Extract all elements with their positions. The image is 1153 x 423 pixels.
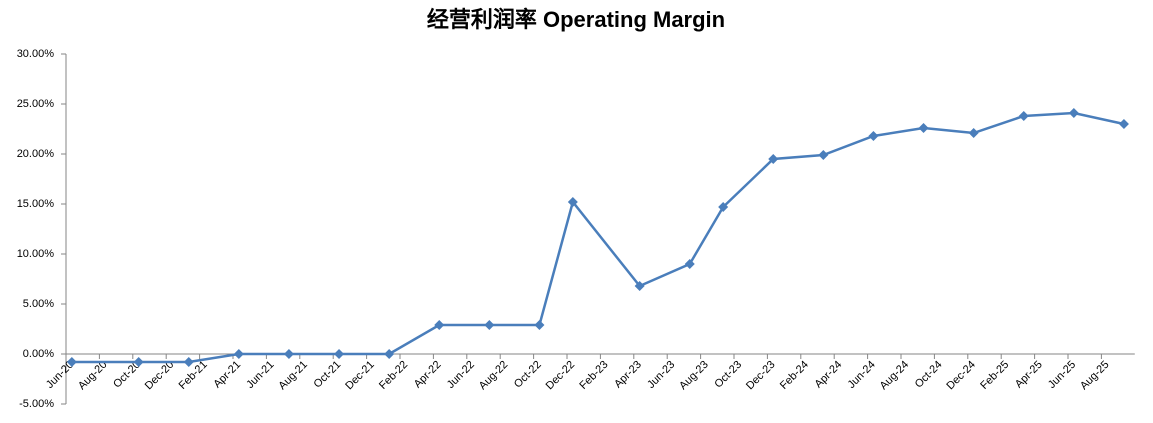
chart-title: 经营利润率 Operating Margin [427, 7, 725, 32]
x-tick-label: Aug-20 [76, 359, 110, 393]
y-tick-label: 30.00% [17, 48, 55, 60]
marker [918, 123, 929, 133]
x-tick-label: Jun-21 [244, 359, 276, 391]
x-tick-label: Dec-24 [944, 359, 978, 393]
marker [718, 202, 729, 212]
x-tick-label: Apr-21 [211, 359, 243, 391]
marker [334, 349, 345, 359]
x-tick-label: Feb-24 [778, 359, 811, 392]
y-tick-label: 10.00% [17, 248, 55, 260]
marker [233, 349, 244, 359]
x-tick-label: Aug-21 [276, 359, 310, 393]
marker [384, 349, 395, 359]
x-tick-label: Feb-23 [577, 359, 610, 392]
marker [534, 320, 545, 330]
y-tick-label: 5.00% [23, 298, 54, 310]
marker [1118, 119, 1129, 129]
x-tick-label: Oct-22 [512, 359, 544, 391]
x-tick-label: Jun-23 [645, 359, 677, 391]
marker [684, 259, 695, 269]
y-tick-label: 25.00% [17, 98, 55, 110]
x-tick-label: Apr-22 [412, 359, 444, 391]
x-tick-label: Oct-24 [913, 359, 945, 391]
x-tick-label: Jun-22 [445, 359, 477, 391]
y-tick-label: -5.00% [19, 398, 54, 410]
marker [183, 357, 194, 367]
x-tick-label: Jun-24 [846, 359, 878, 391]
x-tick-label: Aug-23 [677, 359, 711, 393]
marker [484, 320, 495, 330]
x-tick-label: Apr-24 [813, 359, 845, 391]
marker [283, 349, 294, 359]
marker [1068, 108, 1079, 118]
marker [768, 154, 779, 164]
x-tick-label: Oct-23 [712, 359, 744, 391]
x-tick-label: Aug-22 [477, 359, 511, 393]
marker [968, 128, 979, 138]
line [71, 111, 1125, 364]
x-tick-label: Dec-20 [143, 359, 177, 393]
marker [567, 197, 578, 207]
x-tick-label: Dec-23 [744, 359, 778, 393]
y-tick-label: 15.00% [17, 198, 55, 210]
x-tick-label: Aug-24 [878, 359, 912, 393]
x-tick-label: Dec-21 [343, 359, 377, 393]
x-tick-label: Feb-22 [377, 359, 410, 392]
x-tick-label: Jun-25 [1046, 359, 1078, 391]
marker [634, 281, 645, 291]
x-tick-label: Dec-22 [544, 359, 578, 393]
marker [434, 320, 445, 330]
x-tick-label: Feb-21 [177, 359, 210, 392]
y-tick-label: 0.00% [23, 348, 54, 360]
y-tick-label: 20.00% [17, 148, 55, 160]
marker [66, 357, 77, 367]
x-tick-label: Apr-23 [612, 359, 644, 391]
x-tick-label: Feb-25 [978, 359, 1011, 392]
x-tick-label: Oct-21 [312, 359, 344, 391]
x-tick-label: Aug-25 [1078, 359, 1112, 393]
marker [1018, 111, 1029, 121]
marker [868, 131, 879, 141]
marker [133, 357, 144, 367]
x-tick-label: Apr-25 [1013, 359, 1045, 391]
marker [818, 150, 829, 160]
